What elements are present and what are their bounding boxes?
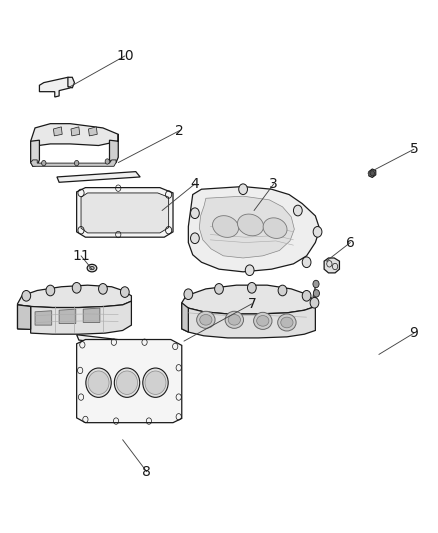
Text: 6: 6 xyxy=(346,236,355,249)
Polygon shape xyxy=(188,187,320,272)
Circle shape xyxy=(74,160,79,166)
Text: 7: 7 xyxy=(247,297,256,311)
Polygon shape xyxy=(31,160,116,166)
Ellipse shape xyxy=(228,314,240,325)
Circle shape xyxy=(370,171,374,176)
Ellipse shape xyxy=(257,316,269,326)
Ellipse shape xyxy=(237,214,264,236)
Ellipse shape xyxy=(212,216,239,237)
Polygon shape xyxy=(53,127,62,136)
Polygon shape xyxy=(77,340,182,423)
Ellipse shape xyxy=(145,371,166,394)
Circle shape xyxy=(310,297,319,308)
Text: 9: 9 xyxy=(410,326,418,340)
Polygon shape xyxy=(182,303,188,332)
Polygon shape xyxy=(81,193,169,233)
Circle shape xyxy=(313,289,319,297)
Polygon shape xyxy=(18,285,131,308)
Text: 3: 3 xyxy=(269,177,278,191)
Ellipse shape xyxy=(88,371,109,394)
Ellipse shape xyxy=(143,368,168,398)
Polygon shape xyxy=(182,285,315,314)
Polygon shape xyxy=(182,305,315,338)
Ellipse shape xyxy=(278,314,296,331)
Circle shape xyxy=(313,227,322,237)
Ellipse shape xyxy=(200,314,212,325)
Polygon shape xyxy=(71,127,80,136)
Ellipse shape xyxy=(225,311,244,328)
Circle shape xyxy=(293,205,302,216)
Circle shape xyxy=(215,284,223,294)
Circle shape xyxy=(302,290,311,301)
Ellipse shape xyxy=(114,368,140,398)
Polygon shape xyxy=(77,188,173,237)
Ellipse shape xyxy=(197,311,215,328)
Text: 10: 10 xyxy=(116,49,134,63)
Ellipse shape xyxy=(87,264,97,272)
Circle shape xyxy=(302,257,311,268)
Polygon shape xyxy=(83,308,100,322)
Ellipse shape xyxy=(117,371,138,394)
Polygon shape xyxy=(18,305,31,329)
Polygon shape xyxy=(68,77,74,88)
Polygon shape xyxy=(31,124,118,147)
Text: 5: 5 xyxy=(410,142,418,156)
Ellipse shape xyxy=(281,317,293,328)
Text: 4: 4 xyxy=(191,177,199,191)
Text: 2: 2 xyxy=(175,124,184,138)
Ellipse shape xyxy=(90,266,94,270)
Circle shape xyxy=(245,265,254,276)
Polygon shape xyxy=(59,309,76,324)
Circle shape xyxy=(46,285,55,296)
Circle shape xyxy=(247,282,256,293)
Circle shape xyxy=(105,159,110,164)
Polygon shape xyxy=(88,127,97,136)
Ellipse shape xyxy=(86,368,111,398)
Circle shape xyxy=(278,285,287,296)
Circle shape xyxy=(42,160,46,166)
Ellipse shape xyxy=(254,312,272,329)
Circle shape xyxy=(191,208,199,219)
Circle shape xyxy=(120,287,129,297)
Circle shape xyxy=(313,280,319,288)
Circle shape xyxy=(184,289,193,300)
Polygon shape xyxy=(110,134,118,163)
Text: 8: 8 xyxy=(142,465,151,479)
Polygon shape xyxy=(39,77,72,97)
Ellipse shape xyxy=(263,218,287,238)
Polygon shape xyxy=(369,169,376,177)
Polygon shape xyxy=(35,311,52,325)
Text: 11: 11 xyxy=(72,249,90,263)
Circle shape xyxy=(191,233,199,244)
Circle shape xyxy=(22,290,31,301)
Polygon shape xyxy=(31,301,131,334)
Circle shape xyxy=(239,184,247,195)
Polygon shape xyxy=(57,172,140,182)
Polygon shape xyxy=(199,196,294,258)
Polygon shape xyxy=(77,335,142,348)
Polygon shape xyxy=(18,305,31,329)
Polygon shape xyxy=(31,140,39,166)
Polygon shape xyxy=(324,258,339,273)
Circle shape xyxy=(99,284,107,294)
Circle shape xyxy=(72,282,81,293)
